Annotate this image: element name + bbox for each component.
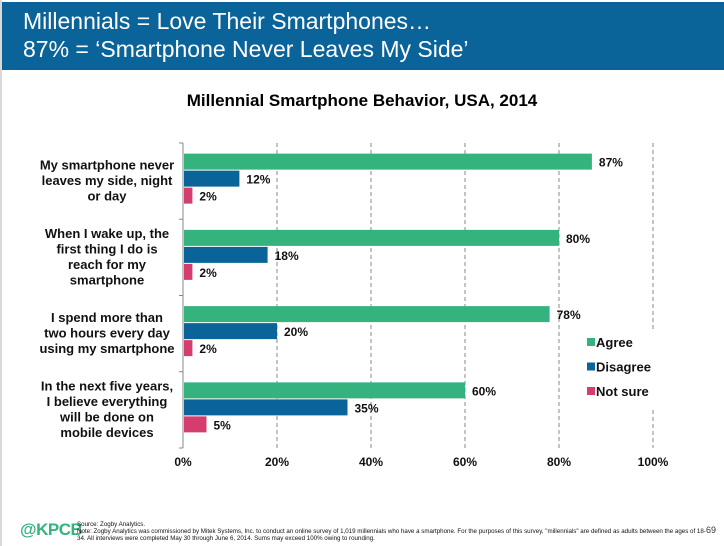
category-label: leaves my side, night — [42, 173, 173, 188]
bar-not-sure — [184, 187, 193, 204]
x-tick-label: 40% — [359, 455, 383, 469]
category-label: I believe everything — [47, 394, 168, 409]
chart-title: Millennial Smartphone Behavior, USA, 201… — [186, 91, 538, 110]
slide-header: Millennials = Love Their Smartphones… 87… — [2, 2, 724, 70]
bar-value-label: 5% — [214, 418, 232, 432]
legend-label: Not sure — [596, 384, 649, 399]
bar-disagree — [184, 323, 277, 340]
page-number: 69 — [706, 525, 717, 535]
bar-agree — [184, 382, 465, 399]
bar-value-label: 20% — [284, 325, 308, 339]
footer-source: Source: Zogby Analytics. — [77, 521, 146, 528]
bar-disagree — [184, 170, 240, 187]
bar-not-sure — [184, 340, 193, 357]
bar-not-sure — [184, 416, 207, 433]
bar-disagree — [184, 246, 268, 263]
slide-title-line-2: 87% = ‘Smartphone Never Leaves My Side’ — [23, 36, 469, 62]
bar-value-label: 78% — [557, 308, 581, 322]
bar-value-label: 2% — [199, 190, 217, 204]
bar-value-label: 2% — [199, 266, 217, 280]
legend-swatch-disagree — [587, 362, 595, 371]
x-tick-label: 60% — [453, 455, 477, 469]
category-label: reach for my — [68, 257, 147, 272]
bar-value-label: 35% — [355, 401, 379, 415]
x-tick-label: 0% — [174, 455, 192, 469]
bar-agree — [184, 229, 559, 246]
category-label: When I wake up, the — [45, 226, 169, 241]
bar-not-sure — [184, 263, 193, 280]
bar-value-label: 80% — [566, 232, 590, 246]
x-tick-label: 20% — [265, 455, 289, 469]
legend-swatch-not-sure — [587, 387, 595, 395]
bar-agree — [184, 306, 550, 323]
category-label: smartphone — [70, 273, 144, 288]
x-tick-label: 80% — [547, 455, 571, 469]
category-label: My smartphone never — [40, 158, 174, 173]
legend-label: Agree — [596, 335, 633, 350]
bar-agree — [184, 153, 592, 170]
category-label: will be done on — [59, 410, 154, 425]
category-label: mobile devices — [60, 425, 153, 440]
bar-disagree — [184, 399, 348, 416]
category-label: two hours every day — [44, 326, 170, 341]
kpcb-logo: @KPCB — [20, 520, 83, 539]
footer-note: Note: Zogby Analytics was commissioned b… — [77, 528, 706, 542]
bar-value-label: 18% — [275, 249, 299, 263]
bar-value-label: 87% — [599, 156, 623, 170]
category-label: first thing I do is — [56, 242, 157, 257]
x-tick-label: 100% — [638, 455, 669, 469]
category-label: using my smartphone — [39, 341, 174, 356]
slide-title-line-1: Millennials = Love Their Smartphones… — [23, 8, 432, 34]
bar-value-label: 60% — [472, 384, 496, 398]
category-label: I spend more than — [51, 310, 163, 325]
legend-label: Disagree — [596, 360, 651, 375]
legend-swatch-agree — [587, 338, 595, 346]
bar-value-label: 2% — [199, 342, 217, 356]
bar-value-label: 12% — [246, 173, 270, 187]
category-label: or day — [87, 189, 127, 204]
category-label: In the next five years, — [41, 379, 173, 394]
